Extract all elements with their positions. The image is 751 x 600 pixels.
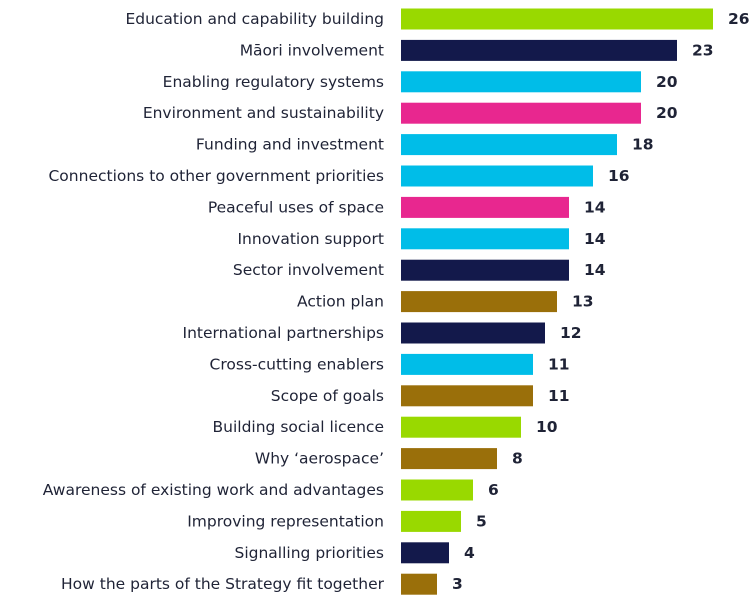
value-label: 14 xyxy=(584,198,606,216)
bar xyxy=(401,102,641,124)
category-label: Awareness of existing work and advantage… xyxy=(43,481,384,499)
value-label: 4 xyxy=(464,544,475,562)
value-label: 11 xyxy=(548,387,570,405)
bar xyxy=(401,196,569,218)
bar xyxy=(401,165,593,187)
value-label: 14 xyxy=(584,261,606,279)
category-label: Action plan xyxy=(297,293,384,311)
value-label: 12 xyxy=(560,324,582,342)
category-label: Enabling regulatory systems xyxy=(163,73,384,91)
value-label: 26 xyxy=(728,10,750,28)
value-label: 3 xyxy=(452,575,463,593)
category-label: How the parts of the Strategy fit togeth… xyxy=(61,575,385,593)
bar xyxy=(401,510,461,532)
category-label: Innovation support xyxy=(237,230,384,248)
bar xyxy=(401,8,713,30)
bar xyxy=(401,322,545,344)
category-label: Sector involvement xyxy=(233,261,384,279)
category-label: Why ‘aerospace’ xyxy=(255,450,384,468)
bar xyxy=(401,71,641,93)
category-label: Māori involvement xyxy=(240,41,384,59)
category-label: Signalling priorities xyxy=(235,544,385,562)
value-label: 11 xyxy=(548,355,570,373)
value-label: 20 xyxy=(656,73,678,91)
bar xyxy=(401,479,473,501)
category-label: Scope of goals xyxy=(271,387,384,405)
bar xyxy=(401,385,533,407)
value-label: 5 xyxy=(476,512,487,530)
bar xyxy=(401,39,677,61)
bar xyxy=(401,291,557,313)
value-label: 23 xyxy=(692,41,714,59)
bar xyxy=(401,353,533,375)
bar xyxy=(401,416,521,438)
value-label: 18 xyxy=(632,136,654,154)
bar xyxy=(401,448,497,470)
value-label: 10 xyxy=(536,418,558,436)
category-label: Improving representation xyxy=(187,512,384,530)
category-label: Funding and investment xyxy=(196,136,384,154)
category-label: Environment and sustainability xyxy=(143,104,384,122)
bar xyxy=(401,134,617,156)
value-label: 20 xyxy=(656,104,678,122)
category-label: Building social licence xyxy=(213,418,384,436)
category-label: Cross-cutting enablers xyxy=(210,355,384,373)
value-label: 16 xyxy=(608,167,630,185)
category-label: Education and capability building xyxy=(125,10,384,28)
value-label: 6 xyxy=(488,481,499,499)
value-label: 8 xyxy=(512,450,523,468)
value-label: 13 xyxy=(572,293,594,311)
bar xyxy=(401,573,437,595)
category-label: Connections to other government prioriti… xyxy=(48,167,384,185)
bar xyxy=(401,228,569,250)
bar xyxy=(401,542,449,564)
bar xyxy=(401,259,569,281)
category-label: International partnerships xyxy=(183,324,385,342)
category-label: Peaceful uses of space xyxy=(208,198,384,216)
value-label: 14 xyxy=(584,230,606,248)
